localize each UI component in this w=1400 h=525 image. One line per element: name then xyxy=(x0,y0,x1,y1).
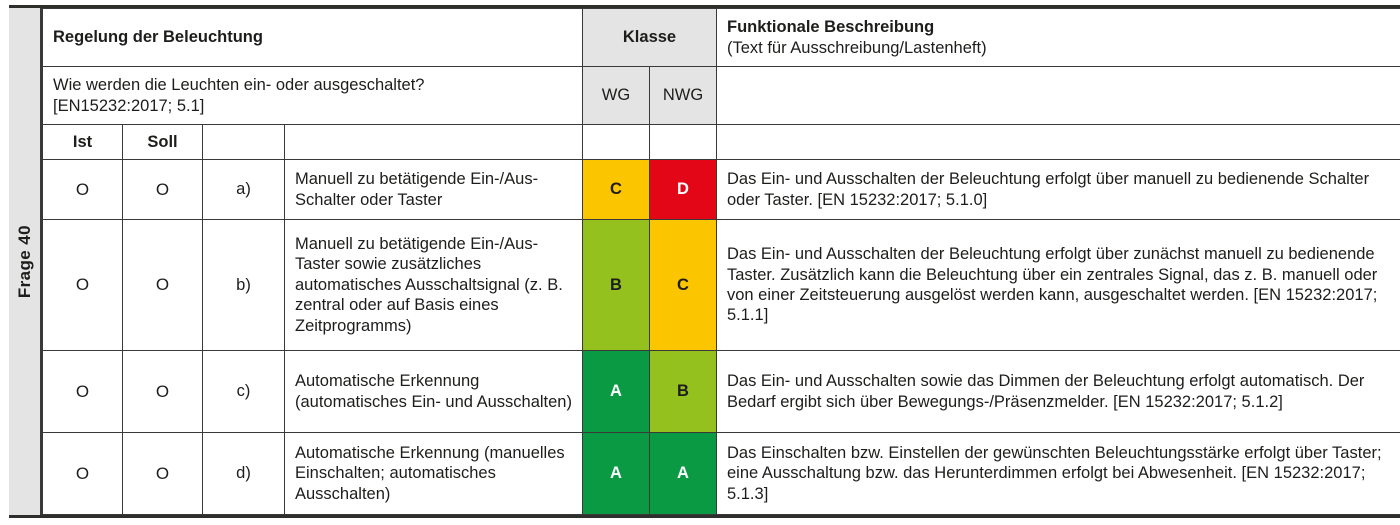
option-key: c) xyxy=(202,350,285,433)
nwg-class-badge: C xyxy=(649,219,717,351)
functional-description-title: Funktionale Beschreibung xyxy=(727,18,935,37)
question-reference: [EN15232:2017; 5.1] xyxy=(53,96,205,115)
option-text: Manuell zu betätigende Ein-/Aus-Schalter… xyxy=(284,159,583,220)
option-key: b) xyxy=(202,219,285,351)
question-number-label: Frage 40 xyxy=(14,224,34,299)
soll-option-cell[interactable]: O xyxy=(122,432,203,515)
ist-option-cell[interactable]: O xyxy=(42,350,123,433)
table-row: O O c) Automatische Erkennung (automatis… xyxy=(42,350,1400,433)
ist-option-cell[interactable]: O xyxy=(42,219,123,351)
soll-option-cell[interactable]: O xyxy=(122,219,203,351)
lighting-control-table: Regelung der Beleuchtung Klasse Funktion… xyxy=(42,8,1400,515)
wg-column-header: WG xyxy=(582,66,650,125)
ist-option-marker[interactable]: O xyxy=(75,463,90,483)
wg-class-badge: A xyxy=(582,350,650,433)
question-sidebar: Frage 40 xyxy=(9,8,42,515)
empty-cell xyxy=(202,124,285,160)
nwg-class-badge: B xyxy=(649,350,717,433)
table-row: O O d) Automatische Erkennung (manuelles… xyxy=(42,432,1400,515)
soll-option-cell[interactable]: O xyxy=(122,350,203,433)
soll-option-marker[interactable]: O xyxy=(155,179,170,199)
question-text: Wie werden die Leuchten ein- oder ausges… xyxy=(53,76,425,95)
functional-description-header: Funktionale Beschreibung (Text für Aussc… xyxy=(716,8,1400,67)
soll-option-cell[interactable]: O xyxy=(122,159,203,220)
option-text: Automatische Erkennung (automatisches Ei… xyxy=(284,350,583,433)
nwg-class-badge: A xyxy=(649,432,717,515)
empty-cell xyxy=(649,124,717,160)
soll-option-marker[interactable]: O xyxy=(155,381,170,401)
wg-class-badge: C xyxy=(582,159,650,220)
wg-class-badge: A xyxy=(582,432,650,515)
ist-option-marker[interactable]: O xyxy=(75,381,90,401)
ist-option-marker[interactable]: O xyxy=(75,179,90,199)
functional-description-text: Das Ein- und Ausschalten der Beleuchtung… xyxy=(716,219,1400,351)
table-header-row-2: Wie werden die Leuchten ein- oder ausges… xyxy=(42,66,1400,125)
empty-cell xyxy=(716,124,1400,160)
table-row: O O b) Manuell zu betätigende Ein-/Aus-T… xyxy=(42,219,1400,351)
ist-option-cell[interactable]: O xyxy=(42,432,123,515)
functional-description-text: Das Einschalten bzw. Einstellen der gewü… xyxy=(716,432,1400,515)
nwg-column-header: NWG xyxy=(649,66,717,125)
table-header-row-1: Regelung der Beleuchtung Klasse Funktion… xyxy=(42,8,1400,67)
option-key: d) xyxy=(202,432,285,515)
ist-option-cell[interactable]: O xyxy=(42,159,123,220)
empty-cell xyxy=(716,66,1400,125)
table-row: O O a) Manuell zu betätigende Ein-/Aus-S… xyxy=(42,159,1400,220)
soll-option-marker[interactable]: O xyxy=(155,463,170,483)
klasse-header: Klasse xyxy=(582,8,717,67)
ist-option-marker[interactable]: O xyxy=(75,275,90,295)
soll-option-marker[interactable]: O xyxy=(155,275,170,295)
answer-rows: O O a) Manuell zu betätigende Ein-/Aus-S… xyxy=(42,159,1400,515)
empty-cell xyxy=(284,124,583,160)
functional-description-text: Das Ein- und Ausschalten sowie das Dimme… xyxy=(716,350,1400,433)
section-title: Regelung der Beleuchtung xyxy=(42,8,583,67)
nwg-class-badge: D xyxy=(649,159,717,220)
option-text: Automatische Erkennung (manuelles Einsch… xyxy=(284,432,583,515)
soll-column-header: Soll xyxy=(122,124,203,160)
functional-description-subtitle: (Text für Ausschreibung/Lastenheft) xyxy=(727,38,987,57)
wg-class-badge: B xyxy=(582,219,650,351)
option-key: a) xyxy=(202,159,285,220)
ist-column-header: Ist xyxy=(42,124,123,160)
frage-40-table: Frage 40 Regelung der Beleuchtung Klasse… xyxy=(9,5,1400,518)
table-header-row-3: Ist Soll xyxy=(42,124,1400,160)
empty-cell xyxy=(582,124,650,160)
functional-description-text: Das Ein- und Ausschalten der Beleuchtung… xyxy=(716,159,1400,220)
question-cell: Wie werden die Leuchten ein- oder ausges… xyxy=(42,66,583,125)
option-text: Manuell zu betätigende Ein-/Aus-Taster s… xyxy=(284,219,583,351)
